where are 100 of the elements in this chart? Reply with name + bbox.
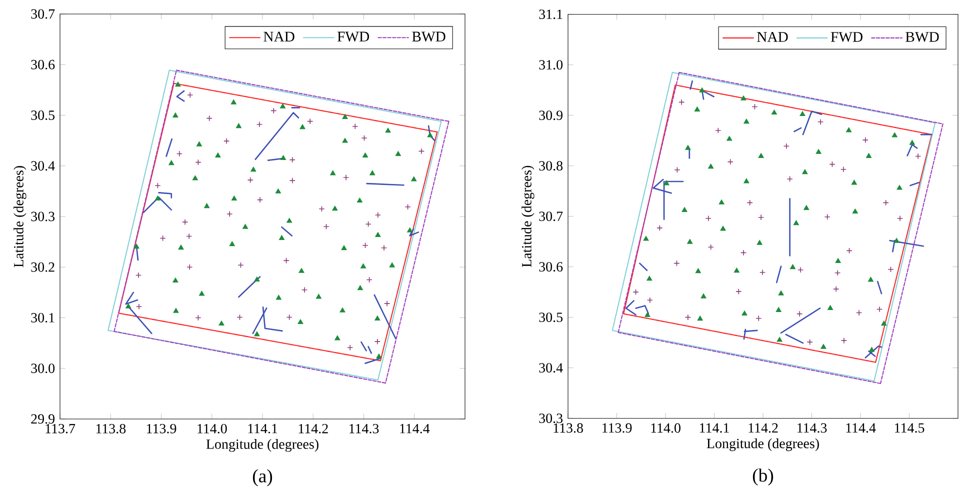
point [835,258,841,264]
point [856,310,862,316]
point [685,145,691,150]
point [740,250,747,256]
point [199,290,204,296]
point [674,260,680,266]
text: (b) [752,468,774,486]
point [370,170,376,176]
point [316,294,322,299]
point [238,262,244,268]
point [715,127,722,134]
point [644,312,650,318]
point [323,224,330,230]
point [804,205,810,210]
x-tick-label: 114.3 [349,424,379,434]
point [230,100,236,104]
point [168,160,174,166]
point [776,307,782,312]
x-tick-label: 114.2 [298,424,328,434]
point [734,268,740,273]
point [362,152,368,158]
point [687,239,693,244]
legend-label: NAD [264,32,294,42]
legend-label: FWD [337,32,370,42]
y-tick-label: 31.0 [539,60,563,70]
point [404,204,411,210]
point [395,151,401,156]
x-tick-label: 114.2 [748,423,778,433]
point [136,304,142,310]
point [744,178,750,184]
point [196,142,202,146]
point [226,210,233,218]
legend-label: FWD [830,32,862,42]
y-tick-label: 30.6 [539,262,563,272]
y-tick-label: 30.6 [31,60,55,70]
point [334,335,340,340]
x-axis-title: Longitude (degrees) [206,439,318,452]
point [697,316,703,321]
x-tick-label: 114.1 [248,424,278,434]
legend-label: BWD [906,32,939,42]
x-tick-label: 114.4 [400,424,430,434]
point [632,289,639,296]
point [242,224,248,229]
point [126,304,132,308]
point [699,88,705,92]
point [868,276,874,282]
point [380,244,388,251]
point [869,347,874,352]
x-tick-label: 114.0 [651,423,680,433]
point [806,339,813,346]
point [176,150,183,157]
y-tick-label: 30.4 [539,363,563,373]
point [759,269,766,276]
x-tick-label: 113.9 [146,424,176,434]
point [718,200,724,204]
point [736,288,742,295]
point [894,238,900,243]
point [793,220,799,226]
point [742,310,748,316]
point [851,180,857,185]
x-tick-label: 113.7 [46,424,76,434]
point [286,314,292,320]
point [204,203,210,208]
point [341,245,347,250]
point [318,206,325,212]
point [154,182,161,189]
point [427,132,433,138]
point [418,148,425,154]
y-tick-label: 30.7 [31,9,55,19]
point [646,297,653,304]
point [342,138,348,143]
point [374,316,380,320]
point [756,240,762,245]
point [708,244,714,250]
x-tick-label: 114.4 [846,423,876,433]
point [772,110,777,115]
point [300,124,306,130]
y-axis-title: Latitude (degrees) [14,166,26,268]
point [740,96,746,100]
point [746,200,753,206]
point [283,257,290,264]
point [155,196,160,201]
point [362,242,368,248]
point [342,114,348,120]
point [852,208,858,214]
y-tick-label: 30.5 [31,110,55,120]
point [347,344,354,351]
point [223,138,230,144]
legend-label: BWD [412,32,446,42]
y-tick-label: 30.7 [539,212,563,222]
point [298,268,304,273]
point [307,118,314,124]
point [236,123,242,128]
y-tick-label: 30.8 [539,161,563,171]
point [708,164,714,169]
point [276,294,282,300]
point [840,337,847,344]
point [881,320,887,326]
x-tick-label: 114.5 [895,423,924,433]
point [846,248,852,254]
